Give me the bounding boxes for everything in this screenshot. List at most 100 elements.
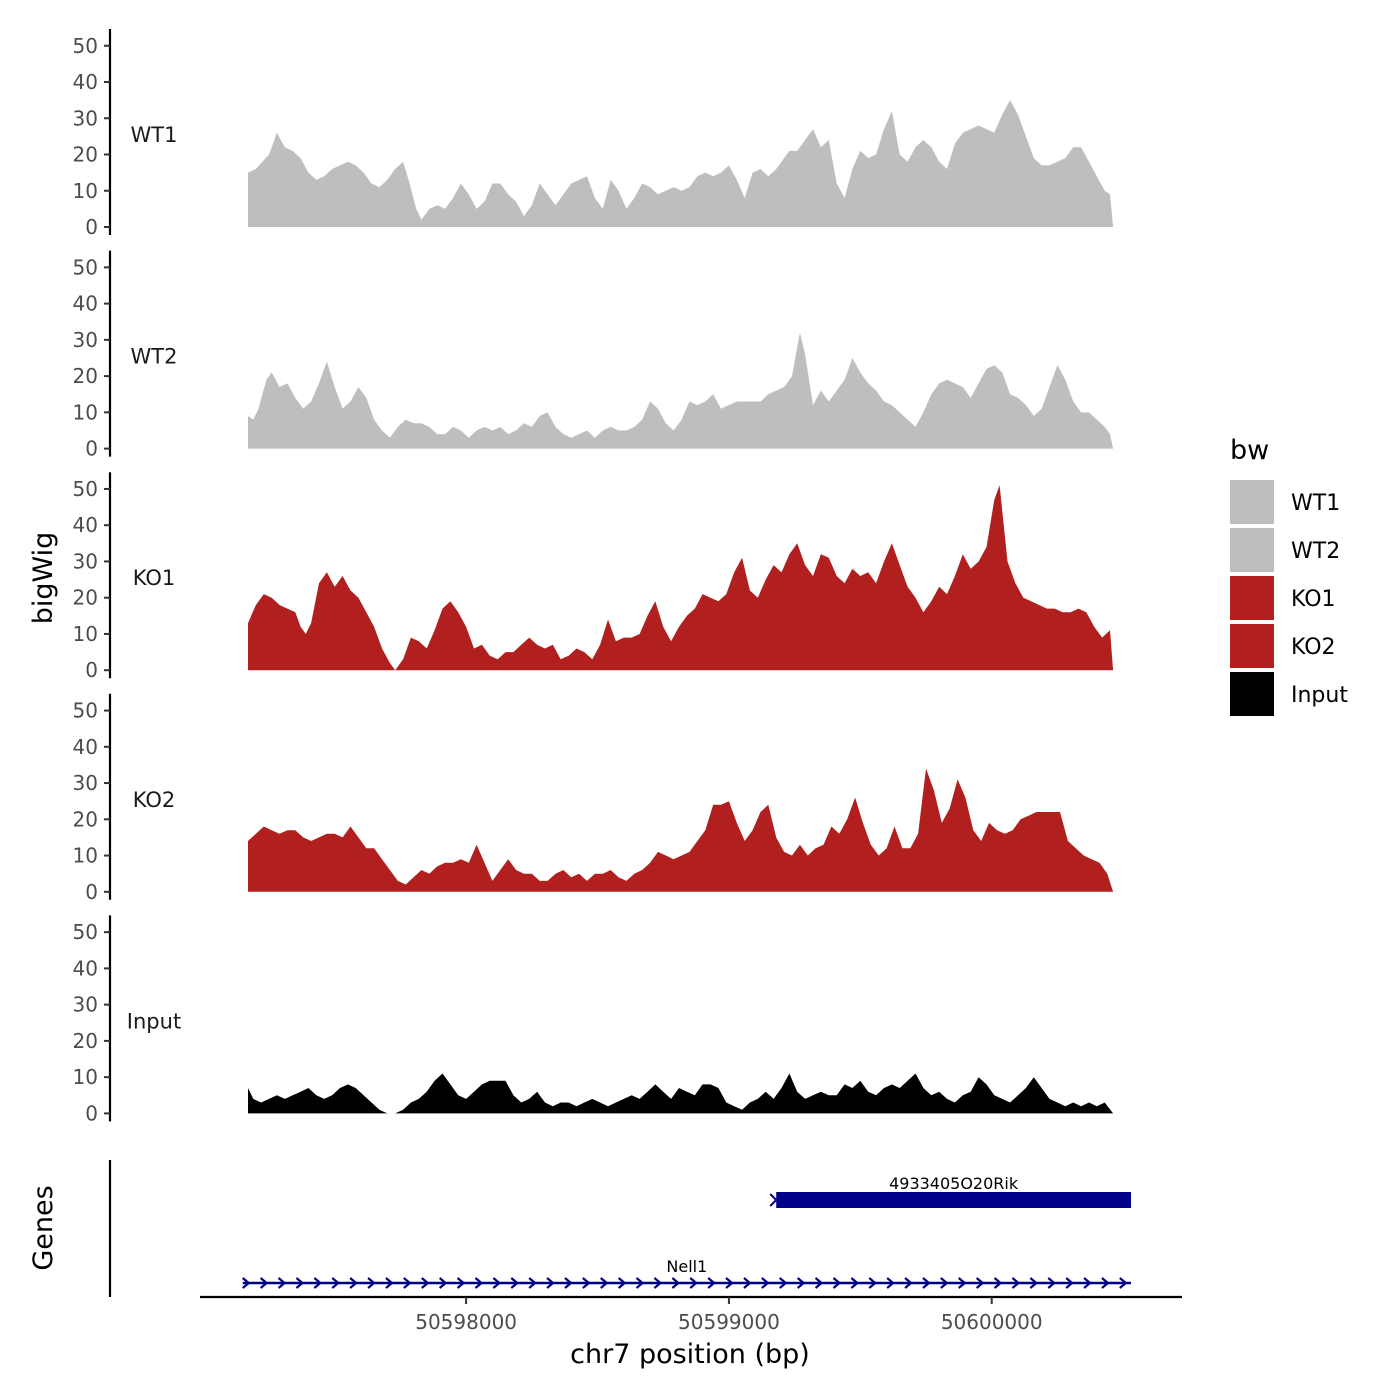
strand-arrow xyxy=(1029,1277,1039,1289)
strand-arrow xyxy=(850,1277,860,1289)
strand-arrow xyxy=(832,1277,842,1289)
panel-wt1: 0 10 20 30 40 50 WT1 xyxy=(73,29,1114,239)
panel-ko1: 0 10 20 30 40 50 KO1 xyxy=(73,472,1114,682)
track-label-wt1: WT1 xyxy=(131,123,178,147)
y-tick-label: 50 xyxy=(73,255,98,279)
strand-arrow xyxy=(242,1277,251,1289)
strand-arrow xyxy=(492,1277,502,1289)
strand-arrow xyxy=(1047,1277,1056,1289)
strand-arrow xyxy=(635,1277,645,1289)
legend-title: bw xyxy=(1230,435,1269,466)
coverage-area-ko1 xyxy=(248,485,1114,671)
coverage-panels: 0 10 20 30 40 50 WT1 0 10 20 30 40 50 WT2 0 10 20 30 40 50 K… xyxy=(73,29,1114,1125)
y-tick-label: 50 xyxy=(73,920,98,944)
panel-wt2: 0 10 20 30 40 50 WT2 xyxy=(73,250,1114,461)
strand-arrow xyxy=(277,1277,287,1289)
y-axis-title: bigWig xyxy=(28,532,59,625)
y-tick-label: 40 xyxy=(73,956,98,980)
legend-label-wt1: WT1 xyxy=(1291,491,1340,516)
strand-arrow xyxy=(349,1277,358,1289)
legend-swatch-wt2 xyxy=(1230,528,1274,572)
strand-arrow xyxy=(295,1277,305,1289)
strand-arrow xyxy=(868,1277,877,1289)
strand-arrow xyxy=(886,1277,895,1289)
y-tick-label: 10 xyxy=(73,179,98,203)
strand-arrow xyxy=(769,1193,778,1207)
x-tick-label: 50599000 xyxy=(678,1310,780,1334)
genes-panel: 4933405O20Rik Nell1 xyxy=(108,1160,1131,1297)
strand-arrow xyxy=(1101,1277,1110,1289)
y-tick-label: 0 xyxy=(85,437,98,461)
legend-label-ko1: KO1 xyxy=(1291,587,1336,612)
strand-arrow xyxy=(582,1277,591,1289)
strand-arrow xyxy=(975,1277,985,1289)
strand-arrow xyxy=(510,1277,519,1289)
strand-arrow xyxy=(367,1277,376,1289)
track-label-ko2: KO2 xyxy=(133,788,176,812)
y-tick-label: 40 xyxy=(73,292,98,316)
legend-label-wt2: WT2 xyxy=(1291,539,1340,564)
gene-nell1: Nell1 xyxy=(242,1257,1131,1289)
y-tick-label: 10 xyxy=(73,1065,98,1089)
strand-arrow xyxy=(564,1277,573,1289)
strand-arrow xyxy=(259,1277,269,1289)
strand-arrow xyxy=(528,1277,537,1289)
gene-label: Nell1 xyxy=(666,1257,707,1276)
strand-arrow xyxy=(814,1277,824,1289)
gene-4933405o20rik: 4933405O20Rik xyxy=(769,1174,1131,1208)
y-tick-label: 10 xyxy=(73,844,98,868)
legend-swatch-ko2 xyxy=(1230,624,1274,668)
y-tick-label: 0 xyxy=(85,1101,98,1125)
y-tick-label: 0 xyxy=(85,658,98,682)
y-tick-label: 30 xyxy=(73,106,98,130)
y-tick-label: 50 xyxy=(73,477,98,501)
track-label-wt2: WT2 xyxy=(131,345,178,369)
strand-arrow xyxy=(313,1277,323,1289)
gene-label: 4933405O20Rik xyxy=(889,1174,1019,1193)
y-tick-label: 20 xyxy=(73,807,98,831)
strand-arrow xyxy=(421,1277,430,1289)
panel-input: 0 10 20 30 40 50 Input xyxy=(73,915,1114,1125)
strand-arrow xyxy=(689,1277,698,1289)
legend-swatch-input xyxy=(1230,672,1274,716)
strand-arrow xyxy=(1065,1277,1074,1289)
strand-arrow xyxy=(779,1277,788,1289)
strand-arrow xyxy=(707,1277,716,1289)
y-tick-label: 30 xyxy=(73,328,98,352)
strand-arrow xyxy=(958,1277,967,1289)
y-tick-label: 20 xyxy=(73,1029,98,1053)
y-tick-label: 20 xyxy=(73,586,98,610)
gene-body xyxy=(776,1192,1131,1208)
y-tick-label: 40 xyxy=(73,70,98,94)
y-tick-label: 40 xyxy=(73,735,98,759)
legend-label-ko2: KO2 xyxy=(1291,635,1336,660)
strand-arrow xyxy=(653,1277,663,1289)
strand-arrow xyxy=(1119,1277,1128,1289)
strand-arrow xyxy=(617,1277,627,1289)
y-tick-label: 30 xyxy=(73,771,98,795)
track-label-input: Input xyxy=(127,1009,181,1033)
coverage-area-ko2 xyxy=(248,768,1114,892)
strand-arrow xyxy=(438,1277,448,1289)
strand-arrow xyxy=(671,1277,681,1289)
y-tick-label: 40 xyxy=(73,513,98,537)
legend-swatch-wt1 xyxy=(1230,480,1274,524)
y-tick-label: 0 xyxy=(85,215,98,239)
strand-arrow xyxy=(1083,1277,1092,1289)
y-tick-label: 20 xyxy=(73,364,98,388)
panel-ko2: 0 10 20 30 40 50 KO2 xyxy=(73,693,1114,904)
x-tick-label: 50598000 xyxy=(415,1310,517,1334)
strand-arrow xyxy=(331,1277,340,1289)
strand-arrow xyxy=(403,1277,412,1289)
y-tick-label: 0 xyxy=(85,880,98,904)
x-tick-label: 50600000 xyxy=(941,1310,1043,1334)
y-tick-label: 30 xyxy=(73,549,98,573)
legend-swatch-ko1 xyxy=(1230,576,1274,620)
strand-arrow xyxy=(993,1277,1003,1289)
x-axis: 50598000 50599000 50600000 xyxy=(200,1295,1182,1334)
strand-arrow xyxy=(725,1277,734,1289)
track-label-ko1: KO1 xyxy=(133,566,176,590)
coverage-area-input xyxy=(248,1073,1114,1114)
strand-arrow xyxy=(1011,1277,1021,1289)
